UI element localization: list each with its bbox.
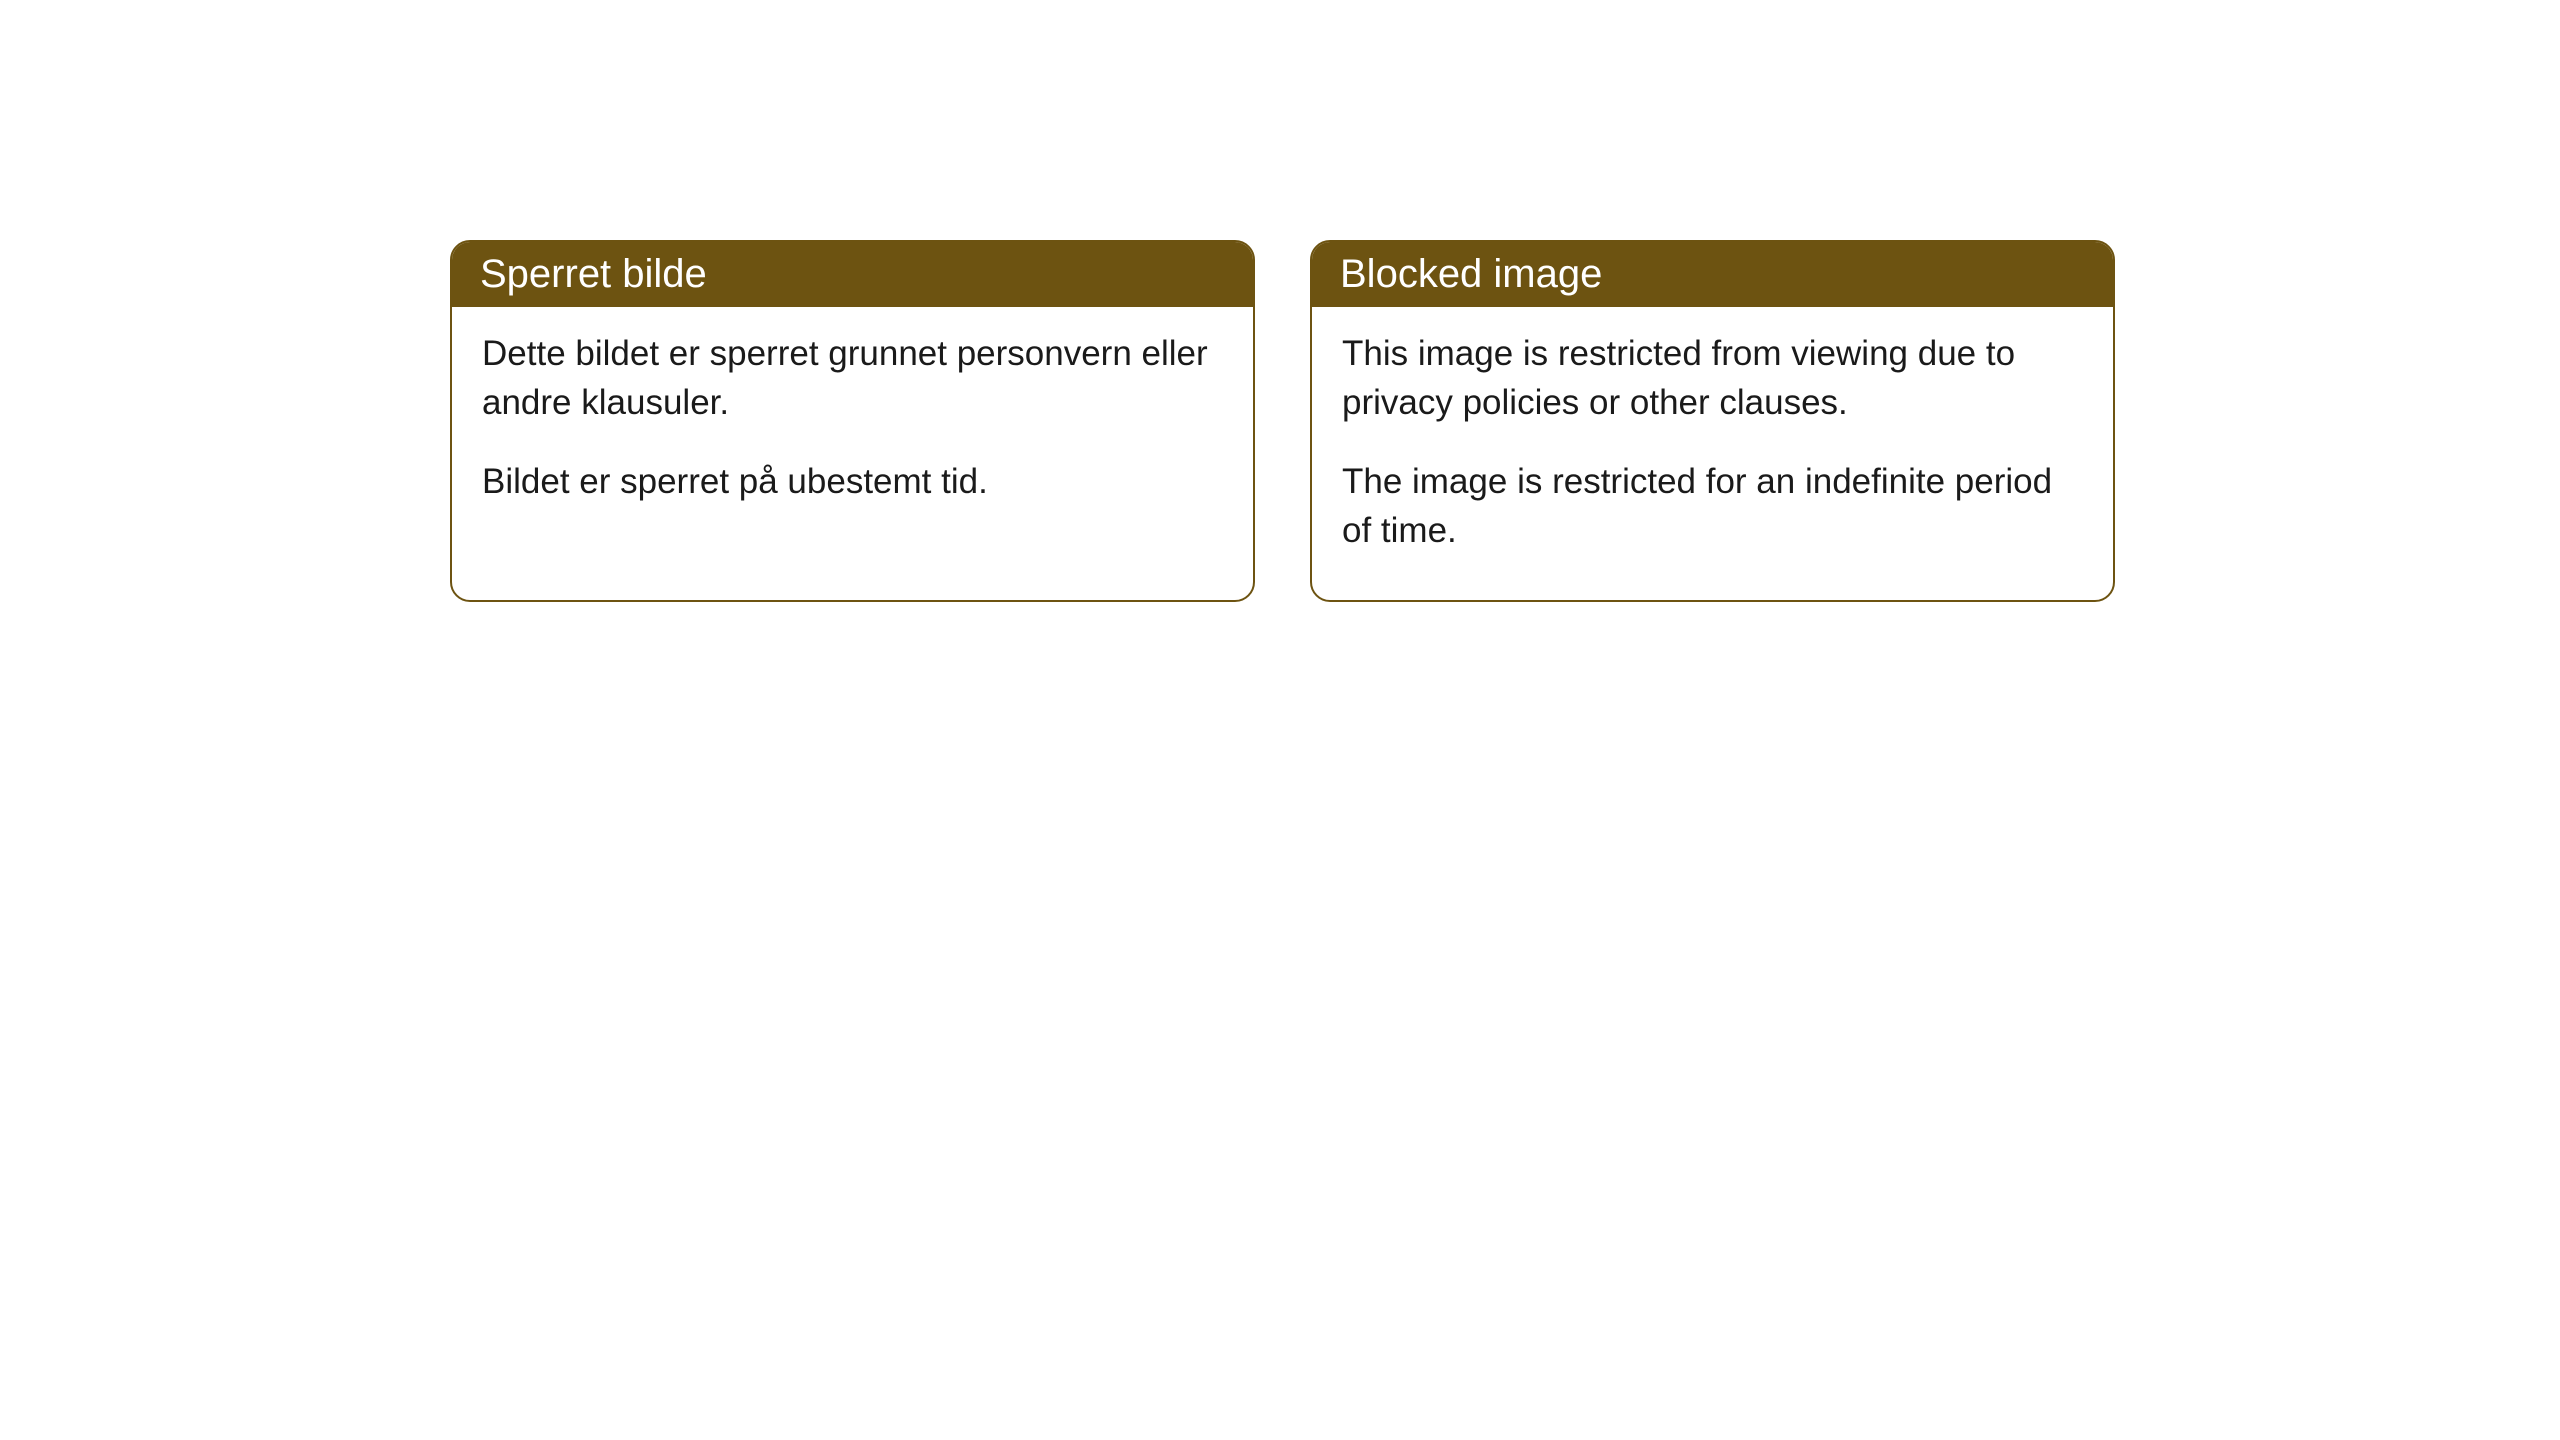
card-body: This image is restricted from viewing du… [1312, 307, 2113, 600]
blocked-image-card-norwegian: Sperret bilde Dette bildet er sperret gr… [450, 240, 1255, 602]
cards-container: Sperret bilde Dette bildet er sperret gr… [0, 0, 2560, 602]
card-title: Sperret bilde [480, 252, 707, 296]
card-paragraph-2: The image is restricted for an indefinit… [1342, 457, 2083, 555]
blocked-image-card-english: Blocked image This image is restricted f… [1310, 240, 2115, 602]
card-title: Blocked image [1340, 252, 1602, 296]
card-paragraph-2: Bildet er sperret på ubestemt tid. [482, 457, 1223, 506]
card-body: Dette bildet er sperret grunnet personve… [452, 307, 1253, 551]
card-paragraph-1: This image is restricted from viewing du… [1342, 329, 2083, 427]
card-paragraph-1: Dette bildet er sperret grunnet personve… [482, 329, 1223, 427]
card-header: Sperret bilde [452, 242, 1253, 307]
card-header: Blocked image [1312, 242, 2113, 307]
